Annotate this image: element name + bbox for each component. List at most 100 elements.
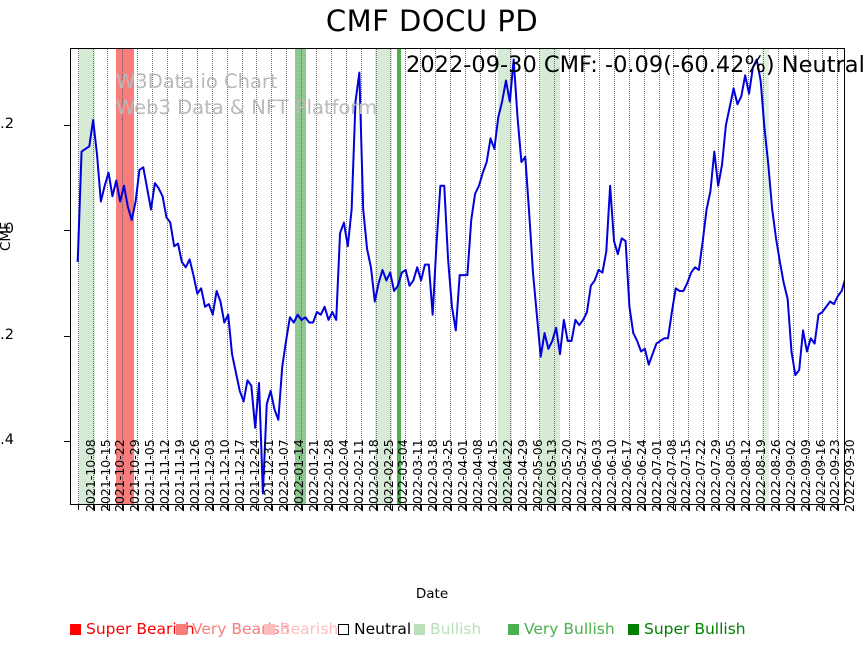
x-tick-label: 2022-08-05 [723,439,739,512]
gridline [703,49,705,504]
x-tick-label: 2021-10-08 [82,439,98,512]
x-tick-mark [137,505,139,510]
x-tick-label: 2021-12-24 [246,439,262,512]
x-tick-mark [77,505,79,510]
legend-swatch-icon [414,623,425,635]
x-tick-mark [688,505,690,510]
state-band-bullish [762,49,769,504]
x-tick-mark [405,505,407,510]
state-band-bullish [498,49,512,504]
x-tick-mark [167,505,169,510]
gridline [822,49,824,504]
x-tick-label: 2022-02-25 [380,439,396,512]
gridline [464,49,467,504]
x-tick-mark [241,505,243,510]
gridline [777,49,780,504]
x-tick-label: 2022-02-04 [335,439,351,512]
x-tick-label: 2022-09-09 [797,439,813,512]
legend-item-neutral[interactable]: Neutral [338,618,411,640]
x-tick-mark [226,505,228,510]
cmf-line-series [76,58,844,495]
x-tick-label: 2022-04-08 [469,439,485,512]
watermark-line-1: W3Data.io Chart [116,70,278,93]
gridline [658,49,661,504]
x-tick-mark [375,505,377,510]
legend-item-very-bullish[interactable]: Very Bullish [508,618,615,640]
legend-swatch-icon [264,623,275,635]
y-tick-label: 0.0 [0,221,14,238]
y-tick-mark [64,440,70,442]
x-tick-label: 2022-03-11 [410,439,426,512]
legend-item-super-bearish[interactable]: Super Bearish [70,618,195,640]
gridline [301,49,303,504]
legend-label: Super Bearish [86,620,195,638]
x-tick-mark [494,505,496,510]
legend-label: Very Bullish [524,620,615,638]
x-tick-mark [762,505,764,510]
gridline [643,49,646,504]
x-tick-label: 2022-09-02 [782,439,798,512]
x-tick-mark [107,505,109,510]
gridline [598,49,601,504]
x-tick-label: 2021-11-12 [157,439,173,512]
x-tick-mark [539,505,541,510]
x-tick-mark [211,505,213,510]
gridline [613,49,616,504]
x-tick-label: 2022-06-10 [603,439,619,512]
x-tick-mark [509,505,511,510]
x-tick-label: 2022-04-15 [484,439,500,512]
gridline [554,49,556,504]
x-tick-mark [703,505,705,510]
gridline [673,49,675,504]
x-tick-label: 2022-01-21 [306,439,322,512]
gridline [271,49,273,504]
x-tick-mark [658,505,660,510]
x-tick-mark [733,505,735,510]
gridline [762,49,765,504]
x-tick-mark [524,505,526,510]
gridline [107,49,109,504]
x-tick-label: 2021-10-22 [112,439,128,512]
y-tick-label: 0.2 [0,116,14,133]
gridline [569,49,571,504]
x-tick-mark [479,505,481,510]
x-tick-label: 2022-05-06 [529,439,545,512]
x-tick-mark [435,505,437,510]
state-band-very-bearish [115,49,135,504]
y-tick-mark [64,230,70,232]
gridline [479,49,482,504]
gridline [196,49,199,504]
x-tick-label: 2021-10-29 [127,439,143,512]
gridline [747,49,750,504]
x-tick-label: 2022-08-12 [738,439,754,512]
gridline [509,49,512,504]
gridline [494,49,497,504]
x-tick-mark [584,505,586,510]
x-tick-label: 2021-10-15 [97,439,113,512]
plot-area [70,48,845,505]
x-tick-mark [316,505,317,510]
x-tick-mark [822,505,824,510]
legend-item-bullish[interactable]: Bullish [414,618,481,640]
x-tick-mark [345,505,347,510]
x-tick-label: 2022-06-17 [618,439,634,512]
x-tick-mark [196,505,198,510]
gridline [539,49,541,504]
legend-item-super-bullish[interactable]: Super Bullish [628,618,746,640]
x-tick-label: 2021-11-26 [186,439,202,512]
legend-item-bearish[interactable]: Bearish [264,618,338,640]
x-tick-mark [256,505,258,510]
x-tick-label: 2022-05-20 [559,439,575,512]
state-band-bullish [374,49,392,504]
x-tick-label: 2022-04-22 [499,439,515,512]
gridline [405,49,407,504]
legend-label: Super Bullish [644,620,746,638]
x-tick-mark [747,505,749,510]
x-tick-mark [390,505,392,510]
x-tick-label: 2022-04-01 [455,439,471,512]
gridline [330,49,333,504]
x-tick-mark [271,505,273,510]
gridline [137,49,139,504]
gridline [628,49,631,504]
